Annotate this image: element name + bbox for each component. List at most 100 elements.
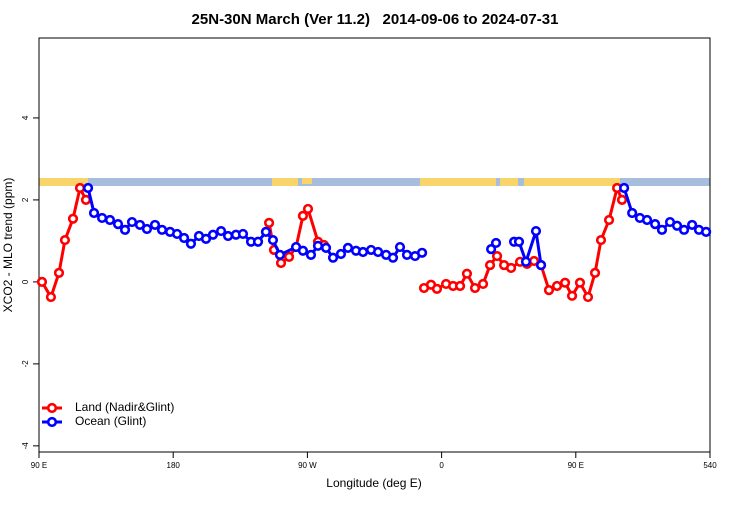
data-point (559, 277, 571, 288)
x-tick-label: 0 (439, 461, 444, 470)
legend-label: Land (Nadir&Glint) (75, 400, 174, 414)
legend-marker (46, 402, 58, 414)
data-point (96, 212, 108, 224)
y-axis-label: XCO2 - MLO trend (ppm) (1, 178, 15, 313)
data-point (156, 224, 168, 235)
data-point (252, 236, 264, 247)
data-point (627, 207, 638, 219)
data-point (461, 268, 473, 279)
data-point (320, 242, 332, 253)
data-point (222, 230, 234, 242)
data-point (88, 207, 100, 219)
data-point (486, 243, 497, 255)
data-point (551, 280, 563, 292)
data-point (297, 245, 309, 256)
x-axis-label: Longitude (deg E) (326, 476, 421, 490)
land-band (420, 178, 496, 186)
data-point (416, 247, 428, 258)
data-point (687, 219, 698, 231)
land-mask-band (39, 178, 710, 186)
land-band (524, 178, 620, 186)
data-point (530, 225, 542, 237)
legend: Land (Nadir&Glint)Ocean (Glint) (42, 400, 174, 428)
data-point (297, 210, 309, 221)
data-point (574, 277, 586, 288)
data-point (342, 242, 354, 253)
data-point (678, 224, 690, 235)
data-point (80, 194, 92, 206)
data-point (53, 267, 65, 278)
ocean-band (39, 178, 710, 186)
data-point (582, 291, 594, 303)
data-point (491, 250, 503, 262)
data-point (535, 259, 547, 271)
data-point (149, 219, 161, 231)
data-point (387, 252, 399, 263)
data-point (237, 228, 249, 240)
data-point (543, 284, 555, 296)
data-point (74, 182, 86, 194)
y-tick-label: 0 (21, 279, 30, 284)
data-point (36, 276, 48, 287)
data-point (616, 194, 628, 206)
x-tick-label: 90 E (568, 461, 584, 470)
x-tick-label: 540 (703, 461, 717, 470)
data-point (477, 278, 489, 290)
data-point (589, 267, 601, 278)
data-point (335, 248, 347, 260)
data-point (141, 223, 153, 235)
data-point (267, 234, 279, 246)
y-tick-label: -2 (21, 360, 30, 368)
data-point (312, 240, 324, 251)
data-point (595, 234, 607, 246)
data-point (603, 214, 615, 226)
data-point (200, 233, 212, 244)
data-point (112, 218, 124, 230)
data-point (701, 226, 712, 237)
legend-marker (46, 416, 58, 428)
data-point (650, 218, 661, 230)
data-point (619, 182, 630, 194)
data-point (357, 246, 369, 258)
data-point (215, 225, 227, 237)
data-point (126, 216, 138, 228)
data-point (260, 226, 272, 237)
data-point (401, 249, 413, 260)
data-point (394, 241, 406, 253)
y-tick-label: 4 (21, 115, 30, 120)
data-point (104, 214, 116, 226)
x-tick-label: 180 (167, 461, 181, 470)
plot-frame (38, 37, 711, 453)
land-band (500, 178, 518, 186)
data-point (302, 203, 314, 215)
data-point (469, 282, 481, 294)
data-point (431, 283, 443, 294)
land-band (39, 178, 88, 186)
legend-label: Ocean (Glint) (75, 414, 146, 428)
y-tick-label: -4 (21, 442, 30, 450)
data-point (283, 251, 295, 262)
data-point (207, 229, 219, 240)
series (82, 182, 712, 271)
data-point (671, 220, 683, 231)
land-band (272, 178, 298, 186)
data-point (67, 213, 79, 224)
data-point (59, 234, 71, 246)
data-point (520, 256, 532, 267)
land-band (302, 178, 312, 184)
data-point (119, 224, 131, 235)
x-tick-label: 90 E (31, 461, 47, 470)
data-point (82, 182, 94, 194)
chart-title: 25N-30N March (Ver 11.2) 2014-09-06 to 2… (192, 11, 559, 28)
data-point (641, 214, 653, 226)
data-point (484, 259, 496, 271)
data-point (490, 237, 502, 249)
data-point (327, 252, 339, 263)
data-point (275, 257, 287, 269)
data-point (454, 280, 466, 292)
data-point (134, 219, 146, 231)
data-point (263, 217, 275, 228)
data-point (45, 291, 57, 303)
data-point (305, 249, 317, 260)
data-point (566, 290, 578, 301)
